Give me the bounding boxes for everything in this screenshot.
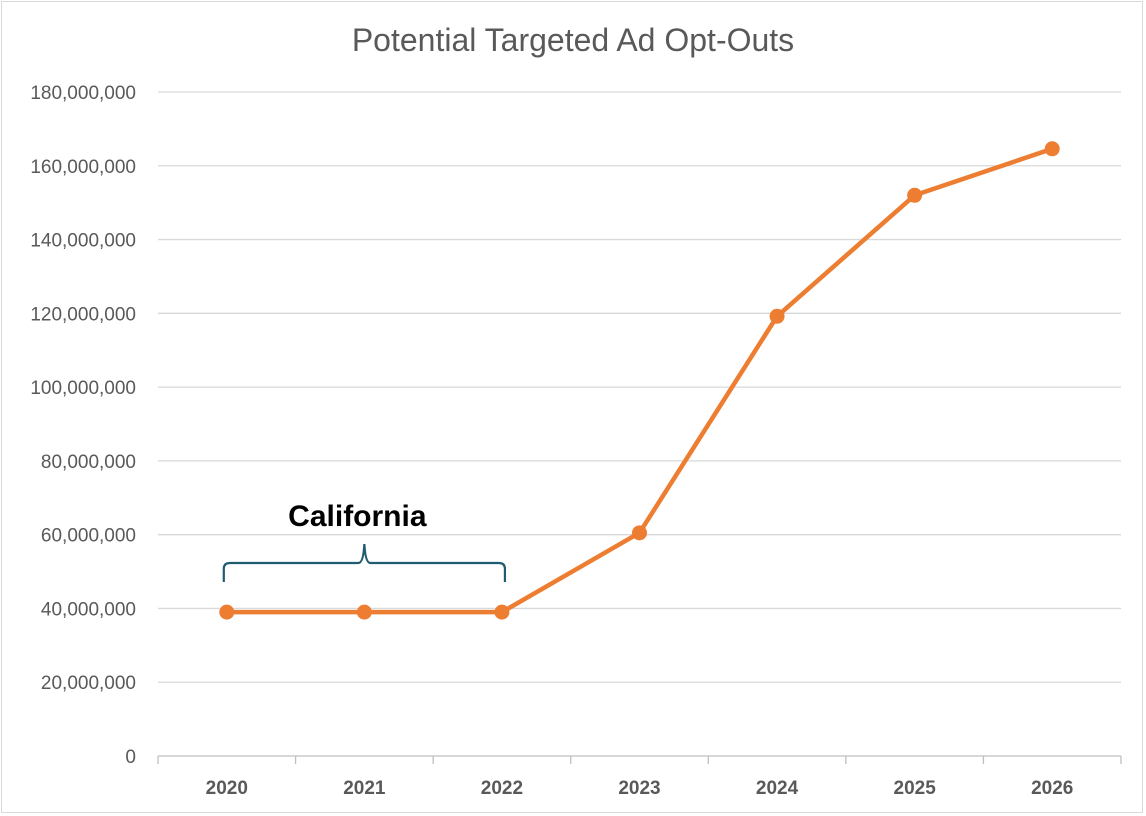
x-tick-label: 2022 [481, 778, 523, 799]
y-tick-label: 100,000,000 [30, 378, 136, 399]
data-point [907, 187, 923, 203]
y-tick-label: 20,000,000 [41, 673, 136, 694]
y-tick-label: 160,000,000 [30, 157, 136, 178]
data-point [1044, 141, 1060, 157]
y-tick-label: 80,000,000 [41, 452, 136, 473]
gridlines [158, 91, 1121, 683]
series-line [224, 146, 1055, 615]
x-tick-label: 2025 [894, 778, 937, 799]
y-tick-label: 0 [125, 747, 136, 768]
data-point [219, 604, 235, 620]
annotation-label: California [288, 500, 427, 533]
data-point [769, 308, 785, 324]
x-tick-label: 2020 [206, 778, 248, 799]
y-tick-label: 40,000,000 [41, 599, 136, 620]
data-point [356, 604, 372, 620]
y-axis: 0 20,000,000 40,000,000 60,000,000 80,000,00… [30, 83, 136, 768]
y-tick-label: 60,000,000 [41, 526, 136, 547]
x-tick-label: 2026 [1031, 778, 1073, 799]
california-bracket [222, 543, 507, 582]
y-tick-label: 120,000,000 [30, 304, 136, 325]
series-group [219, 141, 1060, 620]
x-tick-label: 2023 [618, 778, 660, 799]
x-tick-label: 2024 [756, 778, 799, 799]
california-annotation: California [222, 500, 507, 582]
data-point [494, 604, 510, 620]
chart-title: Potential Targeted Ad Opt-Outs [351, 22, 795, 58]
y-tick-label: 180,000,000 [30, 83, 136, 104]
x-tick-label: 2021 [343, 778, 386, 799]
x-axis: 2020 2021 2022 2023 2024 2025 2026 [157, 755, 1122, 799]
data-point [632, 525, 647, 541]
y-tick-label: 140,000,000 [30, 231, 136, 252]
